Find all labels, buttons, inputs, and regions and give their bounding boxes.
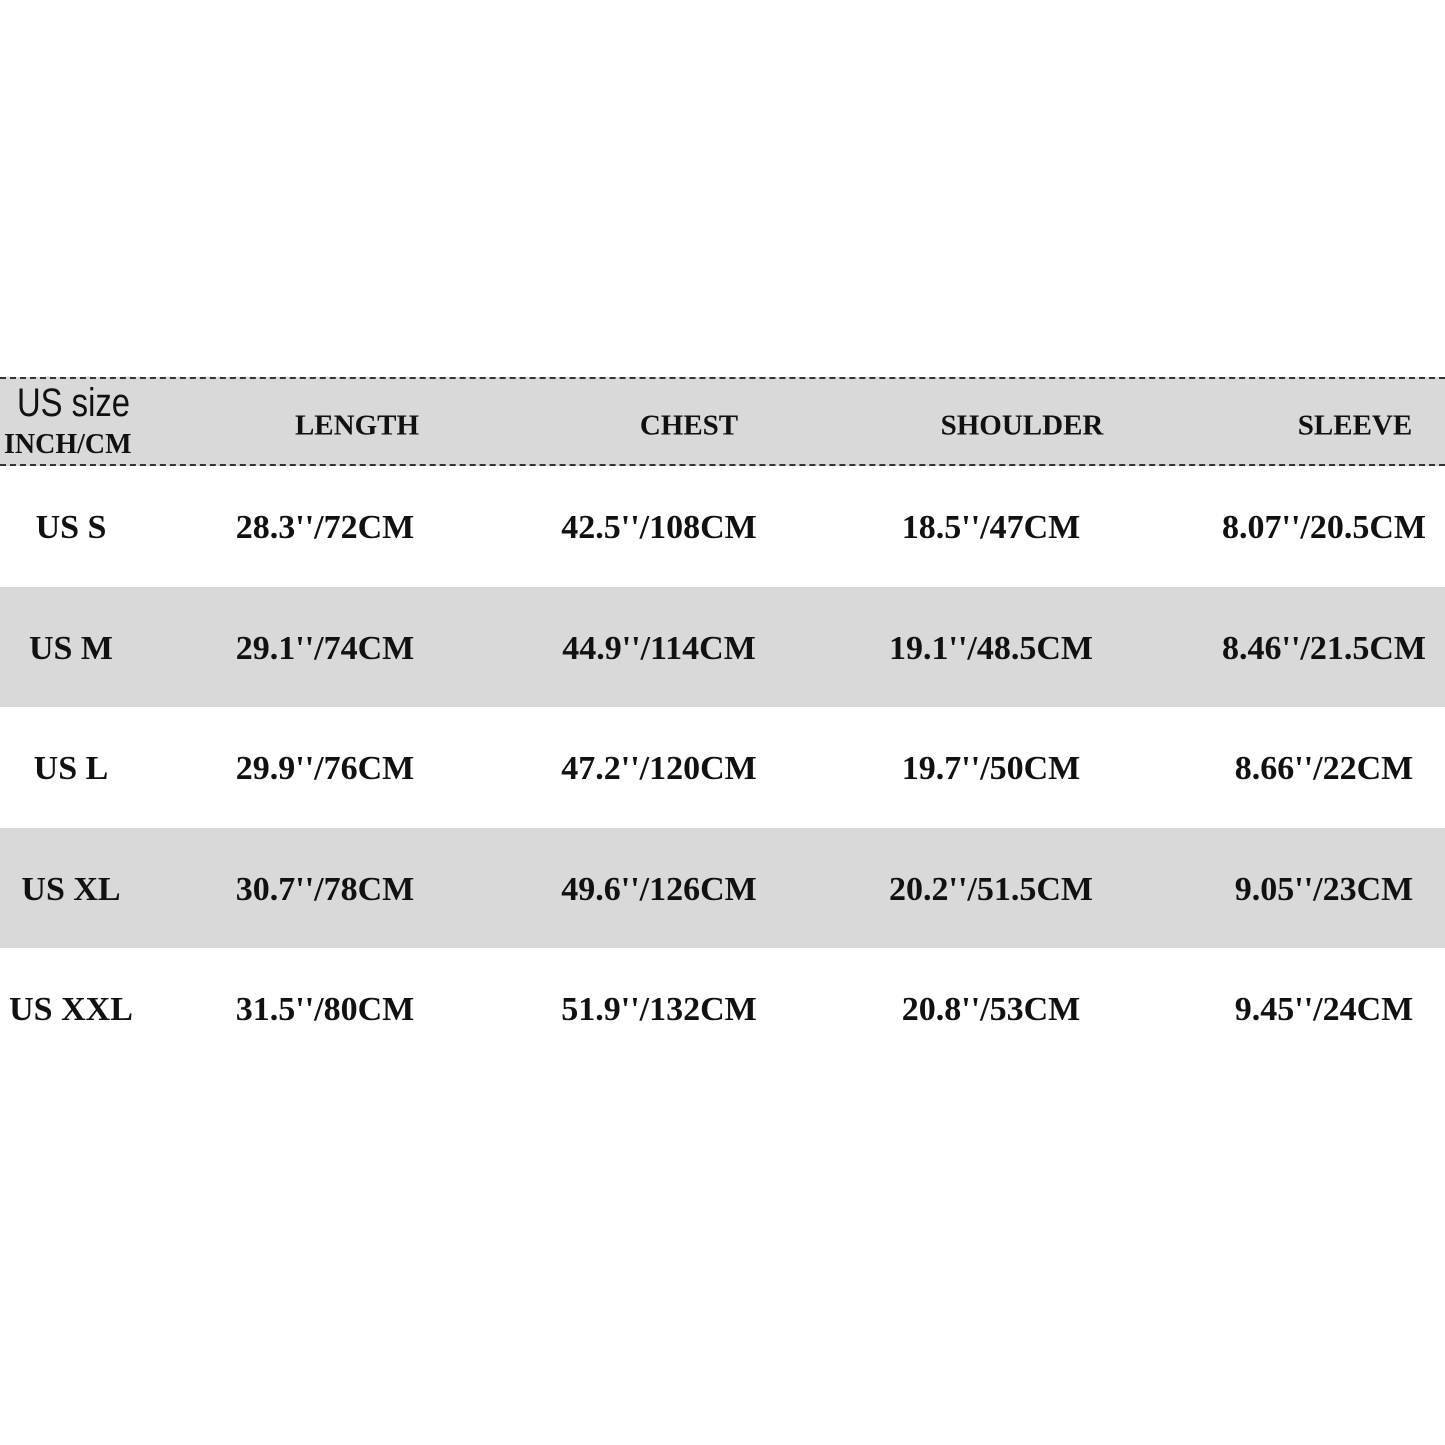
table-row: US XXL 31.5''/80CM 51.9''/132CM 20.8''/53CM… bbox=[0, 948, 1445, 1068]
table-header: US size INCH/CM LENGTH CHEST SHOULDER SL… bbox=[0, 377, 1445, 466]
table-row: US L 29.9''/76CM 47.2''/120CM 19.7''/50CM 8.… bbox=[0, 707, 1445, 827]
value-cell: 51.9''/132CM bbox=[561, 991, 757, 1028]
size-label: US size bbox=[17, 381, 131, 425]
unit-label: INCH/CM bbox=[4, 429, 132, 460]
value-cell: 19.7''/50CM bbox=[901, 750, 1081, 787]
value-cell: 19.1''/48.5CM bbox=[889, 629, 1093, 667]
column-header-sleeve: SLEEVE bbox=[1297, 409, 1413, 442]
value-cell: 8.46''/21.5CM bbox=[1222, 629, 1426, 667]
value-cell: 8.66''/22CM bbox=[1234, 750, 1414, 787]
size-cell: US M bbox=[28, 629, 114, 667]
value-cell: 28.3''/72CM bbox=[235, 509, 415, 546]
value-cell: 49.6''/126CM bbox=[561, 870, 757, 908]
value-cell: 8.07''/20.5CM bbox=[1222, 509, 1426, 546]
value-cell: 47.2''/120CM bbox=[561, 750, 757, 787]
value-cell: 18.5''/47CM bbox=[901, 509, 1081, 546]
value-cell: 31.5''/80CM bbox=[235, 991, 415, 1028]
value-cell: 29.9''/76CM bbox=[235, 750, 415, 787]
column-header-chest: CHEST bbox=[639, 409, 739, 442]
value-cell: 44.9''/114CM bbox=[562, 629, 756, 667]
table-row: US M 29.1''/74CM 44.9''/114CM 19.1''/48.5CM… bbox=[0, 586, 1445, 707]
value-cell: 29.1''/74CM bbox=[235, 629, 415, 667]
size-cell: US S bbox=[35, 509, 107, 546]
value-cell: 20.8''/53CM bbox=[901, 991, 1081, 1028]
value-cell: 20.2''/51.5CM bbox=[889, 870, 1093, 908]
value-cell: 9.45''/24CM bbox=[1234, 991, 1414, 1028]
size-cell: US XXL bbox=[9, 991, 133, 1028]
size-cell: US XL bbox=[21, 870, 121, 908]
value-cell: 9.05''/23CM bbox=[1234, 870, 1414, 908]
size-cell: US L bbox=[33, 750, 109, 787]
value-cell: 42.5''/108CM bbox=[561, 509, 757, 546]
column-header-shoulder: SHOULDER bbox=[940, 409, 1104, 442]
value-cell: 30.7''/78CM bbox=[235, 870, 415, 908]
table-row: US XL 30.7''/78CM 49.6''/126CM 20.2''/51.5C… bbox=[0, 827, 1445, 948]
table-row: US S 28.3''/72CM 42.5''/108CM 18.5''/47CM 8.… bbox=[0, 466, 1445, 586]
column-header-length: LENGTH bbox=[294, 409, 420, 442]
